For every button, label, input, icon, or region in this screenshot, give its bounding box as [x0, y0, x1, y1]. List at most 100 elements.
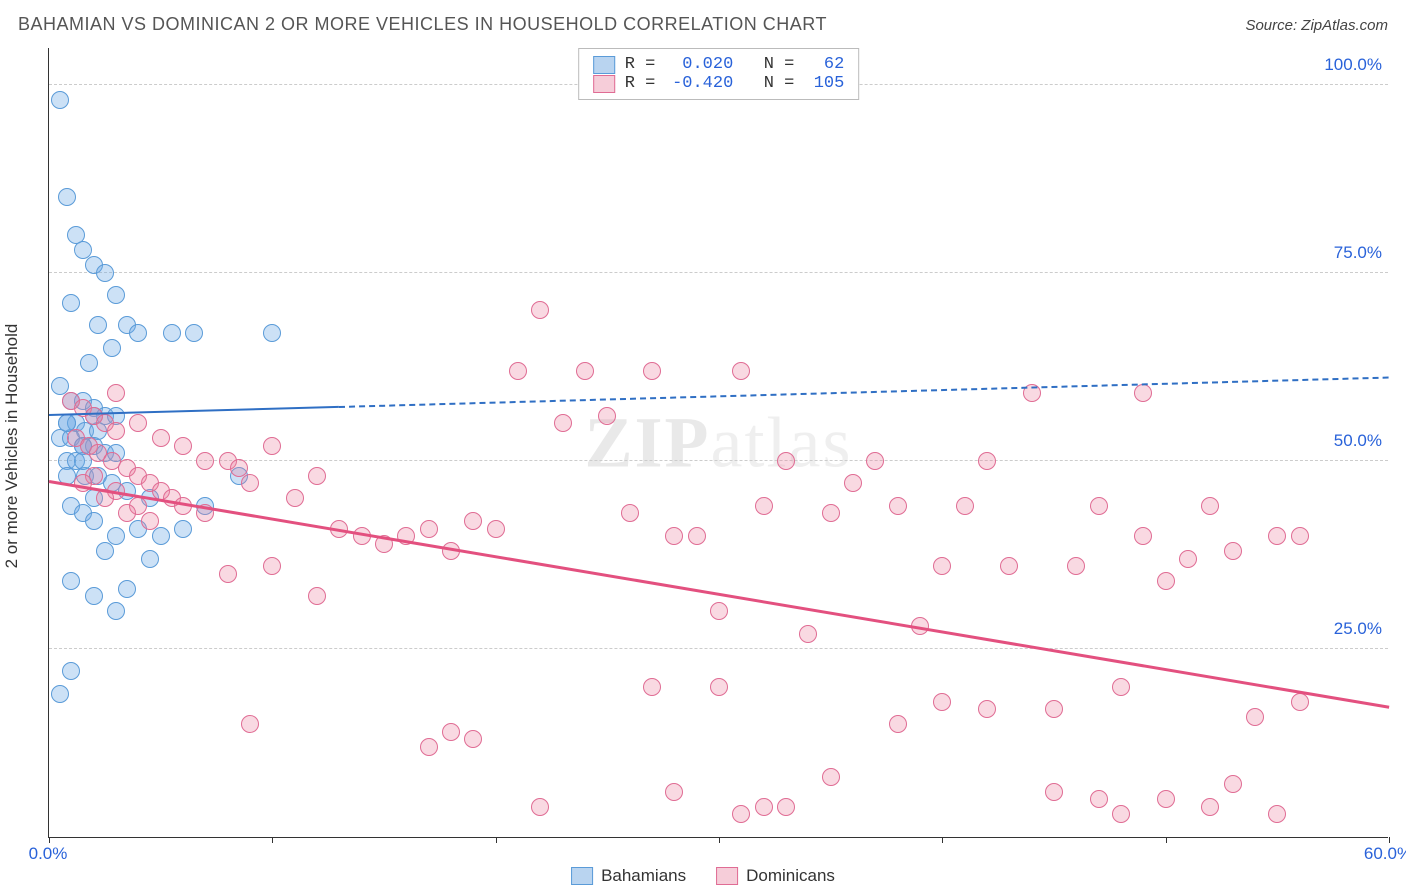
gridline [49, 272, 1388, 273]
data-point [174, 437, 192, 455]
data-point [1224, 775, 1242, 793]
data-point [241, 715, 259, 733]
data-point [978, 452, 996, 470]
x-tick [1389, 837, 1390, 843]
data-point [118, 504, 136, 522]
data-point [1000, 557, 1018, 575]
x-tick [496, 837, 497, 843]
data-point [1268, 805, 1286, 823]
data-point [96, 542, 114, 560]
bottom-legend: Bahamians Dominicans [571, 866, 835, 886]
data-point [80, 354, 98, 372]
data-point [598, 407, 616, 425]
stat-r-label: R = [625, 55, 656, 74]
data-point [442, 723, 460, 741]
data-point [1090, 790, 1108, 808]
data-point [103, 339, 121, 357]
data-point [89, 316, 107, 334]
data-point [118, 580, 136, 598]
data-point [710, 602, 728, 620]
data-point [822, 768, 840, 786]
swatch-icon [716, 867, 738, 885]
data-point [1268, 527, 1286, 545]
data-point [732, 362, 750, 380]
swatch-icon [571, 867, 593, 885]
data-point [822, 504, 840, 522]
data-point [174, 520, 192, 538]
data-point [1224, 542, 1242, 560]
legend-label: Dominicans [746, 866, 835, 886]
data-point [665, 783, 683, 801]
data-point [62, 572, 80, 590]
data-point [96, 264, 114, 282]
data-point [420, 738, 438, 756]
data-point [978, 700, 996, 718]
data-point [241, 474, 259, 492]
data-point [889, 715, 907, 733]
data-point [933, 693, 951, 711]
data-point [1246, 708, 1264, 726]
data-point [185, 324, 203, 342]
trend-line [339, 376, 1389, 407]
data-point [933, 557, 951, 575]
data-point [576, 362, 594, 380]
stat-n-label: N = [743, 55, 794, 74]
data-point [643, 678, 661, 696]
data-point [621, 504, 639, 522]
data-point [1201, 497, 1219, 515]
data-point [420, 520, 438, 538]
data-point [1134, 384, 1152, 402]
y-axis-label: 2 or more Vehicles in Household [2, 324, 22, 569]
stat-n-label: N = [743, 74, 794, 93]
data-point [755, 798, 773, 816]
chart-header: BAHAMIAN VS DOMINICAN 2 OR MORE VEHICLES… [18, 14, 1388, 35]
data-point [219, 565, 237, 583]
data-point [643, 362, 661, 380]
trend-line [49, 480, 1389, 709]
data-point [531, 798, 549, 816]
data-point [1045, 783, 1063, 801]
legend-item-bahamians: Bahamians [571, 866, 686, 886]
y-tick-label: 25.0% [1334, 619, 1392, 639]
data-point [107, 286, 125, 304]
data-point [196, 452, 214, 470]
data-point [799, 625, 817, 643]
swatch-icon [593, 75, 615, 93]
x-tick [272, 837, 273, 843]
data-point [62, 294, 80, 312]
x-tick [942, 837, 943, 843]
data-point [263, 557, 281, 575]
data-point [1179, 550, 1197, 568]
data-point [308, 467, 326, 485]
stats-box: R = 0.020 N = 62R = -0.420 N = 105 [578, 48, 860, 100]
stat-n-value: 62 [804, 55, 844, 74]
data-point [956, 497, 974, 515]
source-label: Source: ZipAtlas.com [1245, 17, 1388, 34]
data-point [1090, 497, 1108, 515]
data-point [163, 324, 181, 342]
stats-row: R = 0.020 N = 62 [593, 55, 845, 74]
data-point [107, 384, 125, 402]
data-point [263, 437, 281, 455]
data-point [141, 512, 159, 530]
data-point [85, 512, 103, 530]
data-point [1045, 700, 1063, 718]
x-tick-label: 0.0% [29, 844, 68, 864]
data-point [1112, 805, 1130, 823]
data-point [308, 587, 326, 605]
data-point [1201, 798, 1219, 816]
swatch-icon [593, 56, 615, 74]
y-tick-label: 75.0% [1334, 243, 1392, 263]
stat-r-value: -0.420 [665, 74, 733, 93]
y-tick-label: 100.0% [1324, 55, 1392, 75]
data-point [141, 550, 159, 568]
gridline [49, 648, 1388, 649]
data-point [509, 362, 527, 380]
data-point [732, 805, 750, 823]
data-point [1291, 527, 1309, 545]
data-point [688, 527, 706, 545]
data-point [263, 324, 281, 342]
chart-title: BAHAMIAN VS DOMINICAN 2 OR MORE VEHICLES… [18, 14, 827, 35]
data-point [1291, 693, 1309, 711]
data-point [844, 474, 862, 492]
